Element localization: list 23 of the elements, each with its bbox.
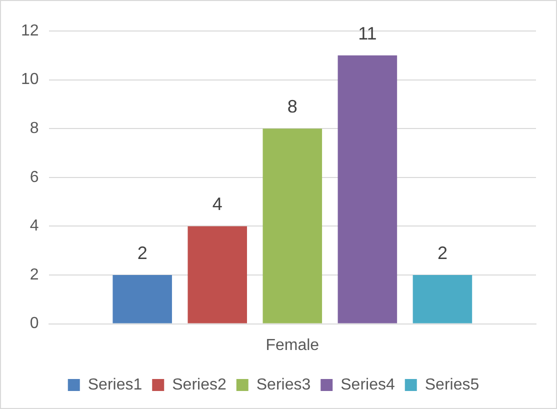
- bar: [412, 275, 472, 324]
- data-label: 2: [137, 242, 148, 263]
- y-tick-label: 8: [30, 120, 39, 138]
- y-tick-label: 10: [21, 71, 39, 88]
- y-tick-label: 6: [30, 168, 39, 186]
- bar: [112, 275, 172, 324]
- y-tick-label: 4: [30, 218, 39, 235]
- x-tick-label: Female: [266, 336, 320, 354]
- legend-label: Series2: [172, 376, 226, 394]
- bar: [262, 128, 322, 324]
- bar: [338, 55, 398, 324]
- data-label: 8: [287, 96, 298, 117]
- y-tick-label: 2: [30, 266, 39, 284]
- legend-label: Series4: [340, 376, 395, 394]
- bar: [188, 226, 248, 324]
- data-label: 4: [212, 194, 222, 214]
- y-tick-label: 12: [21, 22, 39, 40]
- legend-label: Series1: [88, 376, 142, 394]
- y-tick-label: 0: [30, 315, 39, 332]
- legend-label: Series3: [256, 376, 311, 394]
- legend-label: Series5: [424, 376, 480, 394]
- data-label: 2: [437, 242, 448, 263]
- data-label: 11: [358, 23, 377, 44]
